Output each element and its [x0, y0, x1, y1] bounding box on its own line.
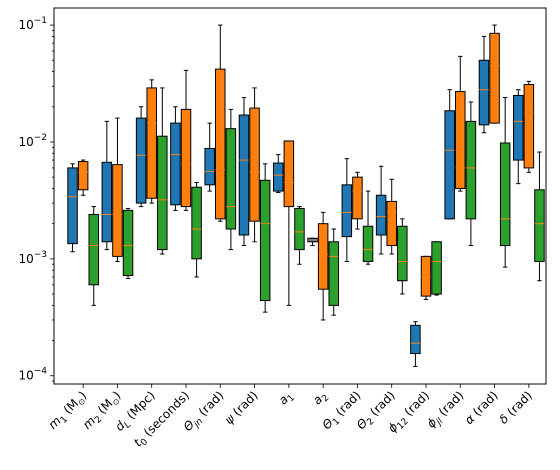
y-tick-label: 10−2	[18, 133, 47, 149]
box-group-13-series-1	[523, 80, 535, 173]
box-group-12-series-2	[499, 97, 511, 268]
box-group-11-series-2	[465, 101, 477, 247]
box-group-12-series-0	[478, 35, 490, 134]
box	[317, 223, 329, 290]
box	[215, 68, 226, 220]
box	[283, 140, 295, 208]
box	[180, 108, 192, 208]
box-group-4-series-0	[204, 122, 215, 192]
box-group-3-series-1	[180, 69, 192, 211]
y-tick-label: 10−4	[18, 367, 47, 383]
box-group-6-series-1	[283, 140, 295, 306]
box	[135, 117, 147, 204]
box-group-1-series-1	[112, 117, 123, 262]
x-axis: m1 (M⊙)m2 (M⊙)dL (Mpc)t0 (seconds)Θjn (r…	[46, 384, 535, 450]
box-group-13-series-0	[513, 89, 524, 185]
box-group-9-series-2	[397, 218, 408, 295]
box-group-8-series-0	[341, 158, 353, 262]
box	[101, 161, 113, 243]
box-group-8-series-2	[362, 190, 374, 265]
box-group-13-series-2	[534, 151, 545, 282]
box	[170, 122, 181, 206]
box	[397, 225, 408, 282]
box-group-3-series-2	[191, 182, 202, 278]
x-tick-label: ψ (rad)	[222, 388, 261, 427]
y-tick-label: 10−3	[18, 250, 47, 266]
box	[465, 120, 477, 220]
box	[112, 164, 123, 257]
box-group-6-series-2	[294, 206, 305, 265]
box	[238, 114, 250, 236]
box	[499, 142, 511, 247]
box	[191, 186, 202, 260]
box	[273, 162, 284, 192]
box	[478, 59, 490, 126]
box	[431, 241, 442, 295]
box	[420, 255, 432, 297]
box-group-0-series-2	[88, 206, 99, 306]
y-tick-label: 10−1	[18, 16, 47, 32]
box-group-9-series-1	[386, 178, 397, 255]
box	[225, 128, 237, 230]
box-group-3-series-0	[170, 106, 181, 211]
box	[386, 200, 397, 247]
box	[534, 189, 545, 262]
box-group-10-series-2	[431, 241, 442, 296]
axes-frame	[53, 7, 547, 385]
box	[294, 207, 305, 251]
box-group-4-series-1	[215, 24, 226, 222]
x-tick-label: ϕjl (rad)	[424, 388, 469, 433]
box-group-10-series-1	[420, 255, 432, 300]
box	[455, 91, 466, 189]
box	[352, 176, 363, 220]
box-group-4-series-2	[225, 108, 237, 251]
box	[77, 161, 89, 191]
box	[489, 32, 500, 124]
box-group-1-series-0	[101, 120, 113, 251]
box	[341, 184, 353, 238]
box-group-8-series-1	[352, 171, 363, 230]
box	[88, 213, 99, 286]
box	[122, 209, 134, 277]
box-group-5-series-0	[238, 97, 250, 247]
box	[410, 324, 421, 355]
box	[375, 194, 387, 236]
box	[328, 241, 339, 306]
box-group-11-series-1	[455, 55, 466, 192]
box-group-5-series-1	[249, 87, 260, 243]
plot-area	[67, 24, 545, 367]
box-group-7-series-1	[317, 211, 329, 321]
box-group-0-series-0	[67, 163, 78, 253]
box-group-10-series-0	[410, 321, 421, 367]
box	[249, 107, 260, 222]
x-tick-label: a2	[310, 388, 331, 409]
box-group-7-series-2	[328, 228, 339, 316]
box	[67, 167, 78, 245]
box	[513, 94, 524, 161]
box-group-2-series-0	[135, 106, 147, 208]
x-tick-label: α (rad)	[462, 388, 501, 427]
box-group-2-series-1	[146, 79, 157, 204]
box	[259, 179, 271, 302]
box-group-7-series-0	[307, 237, 318, 247]
box-group-0-series-1	[77, 159, 89, 196]
box	[157, 135, 168, 251]
x-tick-label: a1	[276, 388, 297, 409]
box	[204, 147, 215, 186]
box-group-5-series-2	[259, 163, 271, 313]
box-group-9-series-0	[375, 165, 387, 255]
box-group-2-series-2	[157, 87, 168, 255]
box	[146, 87, 157, 199]
box	[362, 225, 374, 262]
x-tick-label: δ (rad)	[496, 388, 534, 426]
box	[523, 84, 535, 169]
box-group-12-series-1	[489, 24, 500, 124]
box-group-1-series-2	[122, 207, 134, 279]
box-group-6-series-0	[273, 154, 284, 193]
y-axis: 10−4 10−3 10−2 10−1	[18, 16, 54, 383]
box-group-11-series-0	[444, 89, 455, 220]
box	[444, 110, 455, 220]
